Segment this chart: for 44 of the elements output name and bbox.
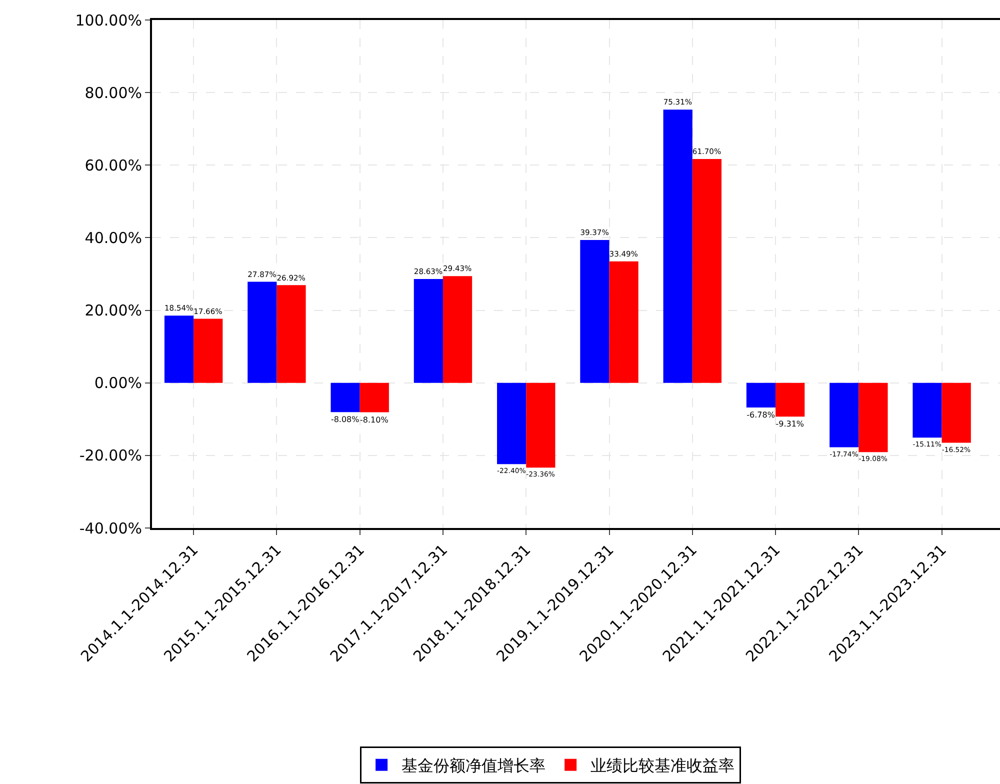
data-label: 39.37%	[580, 228, 609, 238]
data-label: 18.54%	[164, 304, 194, 313]
bar	[526, 382, 556, 468]
bar	[414, 278, 443, 383]
bar	[942, 382, 971, 443]
y-tick-label: 20.00%	[84, 302, 142, 320]
y-tick-label: 80.00%	[84, 84, 142, 102]
data-label: 33.49%	[609, 249, 638, 258]
bar	[746, 382, 776, 408]
data-label: 26.92%	[276, 273, 306, 282]
bar	[776, 382, 805, 417]
data-label: 29.43%	[443, 264, 472, 274]
bar	[663, 110, 692, 383]
y-tick-label: -20.00%	[79, 446, 142, 465]
bar	[442, 276, 472, 383]
y-tick-label: 40.00%	[84, 228, 142, 247]
bar	[360, 382, 389, 412]
legend-label: 基金份额净值增长率	[402, 756, 546, 776]
data-label: -8.08%	[330, 415, 360, 424]
data-label: -6.78%	[746, 410, 776, 420]
y-tick-label: 100.00%	[75, 11, 142, 30]
data-label: 17.66%	[194, 306, 222, 316]
bar	[830, 382, 859, 448]
bar	[497, 382, 526, 464]
bar	[858, 382, 888, 452]
y-tick-label: 0.00%	[94, 374, 142, 392]
data-label: -8.10%	[360, 415, 389, 424]
bar	[692, 158, 722, 383]
bar	[248, 282, 277, 383]
bar	[330, 382, 360, 412]
y-tick-label: 60.00%	[84, 156, 142, 174]
legend-label: 业绩比较基准收益率	[590, 756, 735, 776]
bar	[194, 318, 223, 383]
bar	[276, 285, 306, 383]
data-label: 28.63%	[414, 267, 443, 276]
data-label: 75.31%	[663, 98, 692, 107]
bar	[164, 316, 194, 383]
data-label: 27.87%	[248, 270, 276, 279]
bar	[609, 261, 638, 383]
bar	[912, 382, 942, 438]
data-label: -9.31%	[776, 420, 804, 429]
bar	[580, 240, 610, 383]
y-tick-label: -40.00%	[79, 519, 142, 538]
data-label: 61.70%	[692, 147, 722, 156]
